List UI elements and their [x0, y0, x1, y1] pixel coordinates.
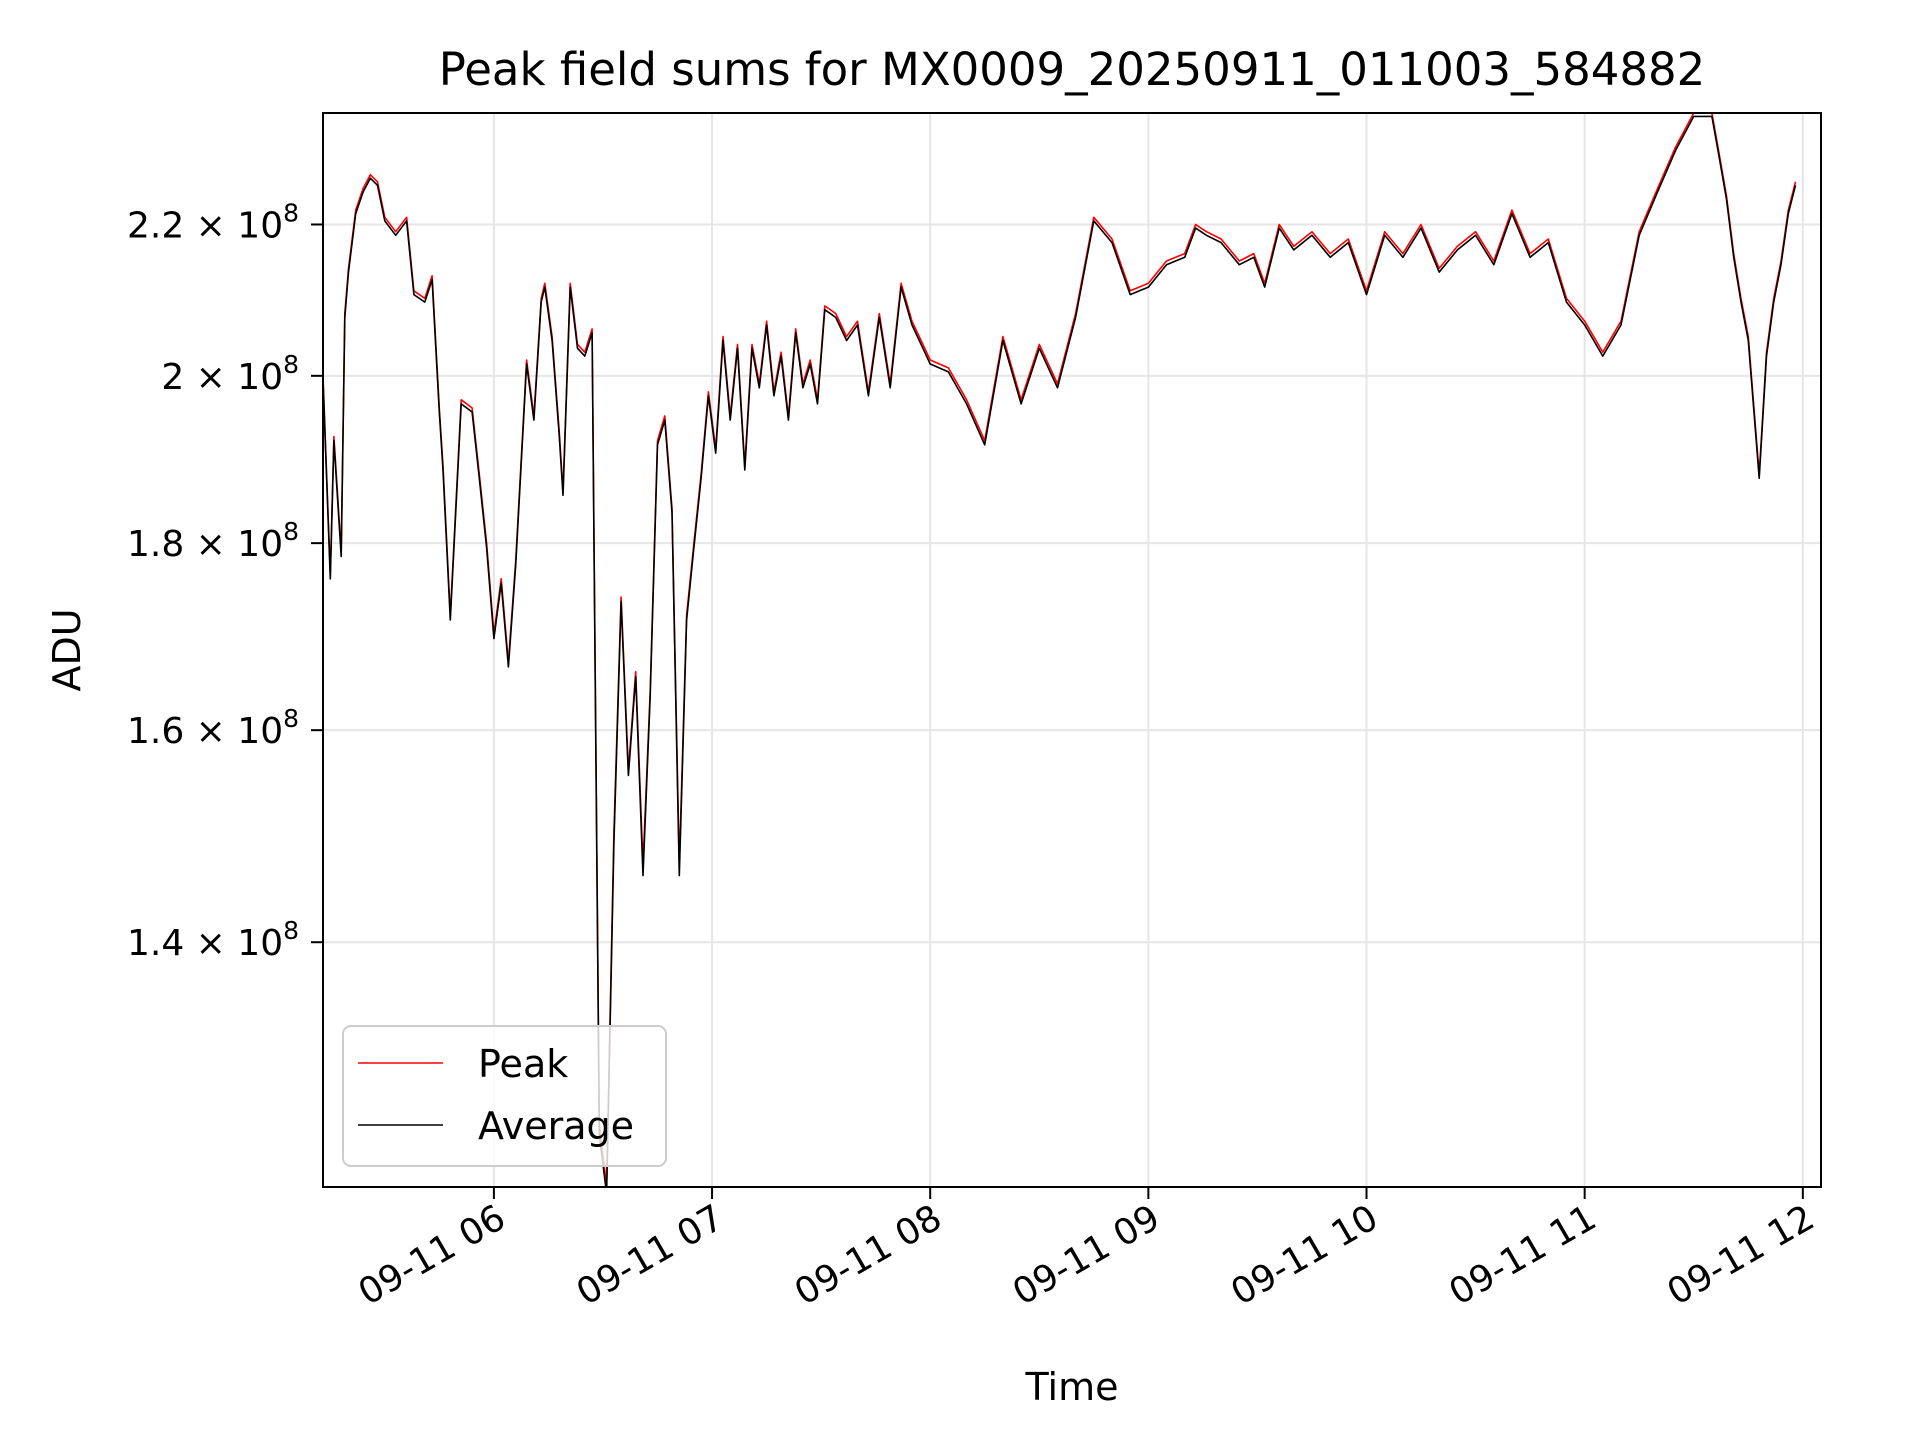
legend-box — [342, 1025, 667, 1167]
legend-average-label: Average — [478, 1104, 634, 1148]
y-tick-exponent: 8 — [283, 517, 299, 546]
y-tick-label: 2.2 × 108 — [127, 198, 299, 246]
y-tick-label: 1.8 × 108 — [127, 517, 299, 565]
chart-title: Peak field sums for MX0009_20250911_0110… — [439, 43, 1706, 96]
legend: Peak Average — [342, 1025, 667, 1167]
series-average-line — [323, 115, 1797, 1187]
y-tick-times-sign: × 10 — [184, 711, 283, 752]
y-tick-times-sign: × 10 — [184, 524, 283, 565]
y-tick-exponent: 8 — [283, 704, 299, 733]
y-tick-mantissa: 1.6 — [127, 711, 184, 752]
grid-lines — [323, 113, 1821, 1187]
x-axis-label: Time — [1025, 1365, 1119, 1409]
y-tick-label: 1.4 × 108 — [127, 916, 299, 964]
plot-lines — [323, 113, 1797, 1187]
legend-peak-label: Peak — [478, 1042, 568, 1086]
y-tick-label: 1.6 × 108 — [127, 704, 299, 752]
series-group — [323, 113, 1797, 1187]
y-tick-times-sign: × 10 — [184, 923, 283, 964]
y-tick-times-sign: × 10 — [184, 357, 283, 398]
y-axis-label: ADU — [45, 608, 89, 691]
y-tick-exponent: 8 — [283, 198, 299, 227]
y-tick-mantissa: 1.4 — [127, 923, 184, 964]
y-tick-exponent: 8 — [283, 350, 299, 379]
y-tick-times-sign: × 10 — [184, 205, 283, 246]
y-tick-label: 2 × 108 — [161, 350, 299, 398]
plot-frame — [322, 112, 1822, 1188]
y-tick-mantissa: 1.8 — [127, 524, 184, 565]
y-tick-exponent: 8 — [283, 916, 299, 945]
y-tick-mantissa: 2.2 — [127, 205, 184, 246]
y-tick-mantissa: 2 — [161, 357, 184, 398]
